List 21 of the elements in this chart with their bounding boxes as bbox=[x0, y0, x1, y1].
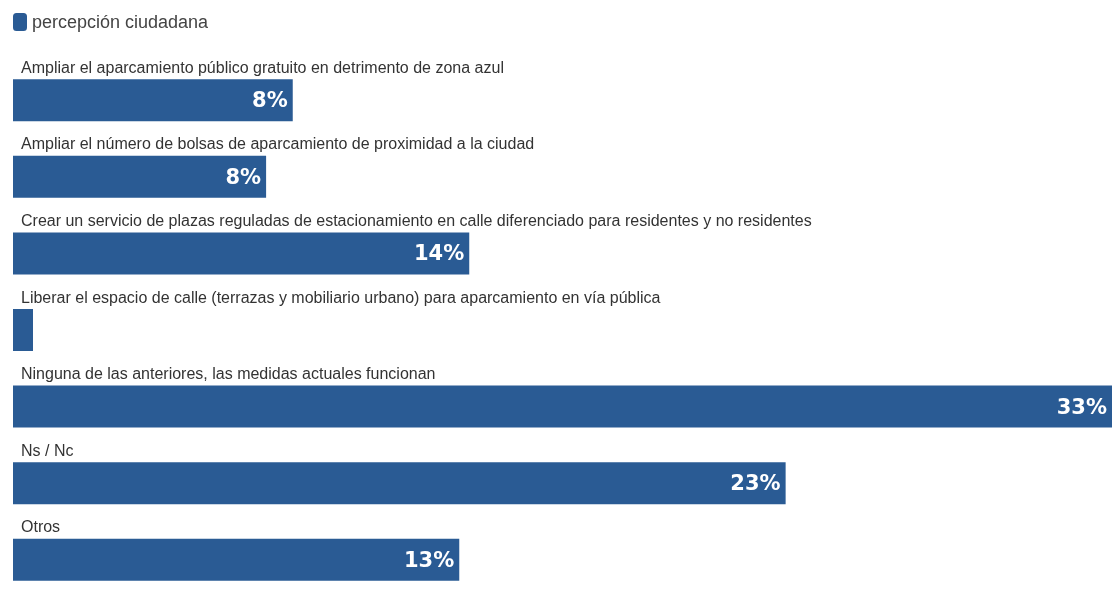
data-label: 8% bbox=[225, 164, 262, 189]
data-label: 13% bbox=[403, 547, 455, 572]
bar bbox=[13, 309, 33, 351]
y-tick-label: Liberar el espacio de calle (terrazas y mobiliario urbano) para aparcamiento en vía pública bbox=[21, 288, 661, 306]
y-tick-label: Ampliar el aparcamiento público gratuito en detrimento de zona azul bbox=[21, 58, 504, 76]
bar bbox=[13, 232, 470, 275]
y-tick-label: Otros bbox=[21, 518, 61, 536]
data-label: 14% bbox=[413, 241, 465, 266]
bar bbox=[13, 462, 786, 505]
bar bbox=[13, 79, 293, 122]
y-tick-label: Ns / Nc bbox=[21, 441, 74, 459]
data-label: 33% bbox=[1056, 394, 1107, 419]
data-label: 8% bbox=[252, 88, 288, 113]
y-tick-label: Ampliar el número de bolsas de aparcamiento de proximidad a la ciudad bbox=[21, 135, 535, 153]
bar bbox=[13, 155, 267, 198]
bar bbox=[13, 538, 460, 581]
legend-label: percepción ciudadana bbox=[32, 12, 210, 32]
y-tick-label: Ninguna de las anteriores, las medidas actuales funcionan bbox=[21, 365, 436, 383]
data-label: 23% bbox=[730, 471, 781, 496]
y-tick-label: Crear un servicio de plazas reguladas de estacionamiento en calle diferenciado para residentes y no residentes bbox=[21, 211, 812, 229]
bar bbox=[13, 385, 1112, 428]
